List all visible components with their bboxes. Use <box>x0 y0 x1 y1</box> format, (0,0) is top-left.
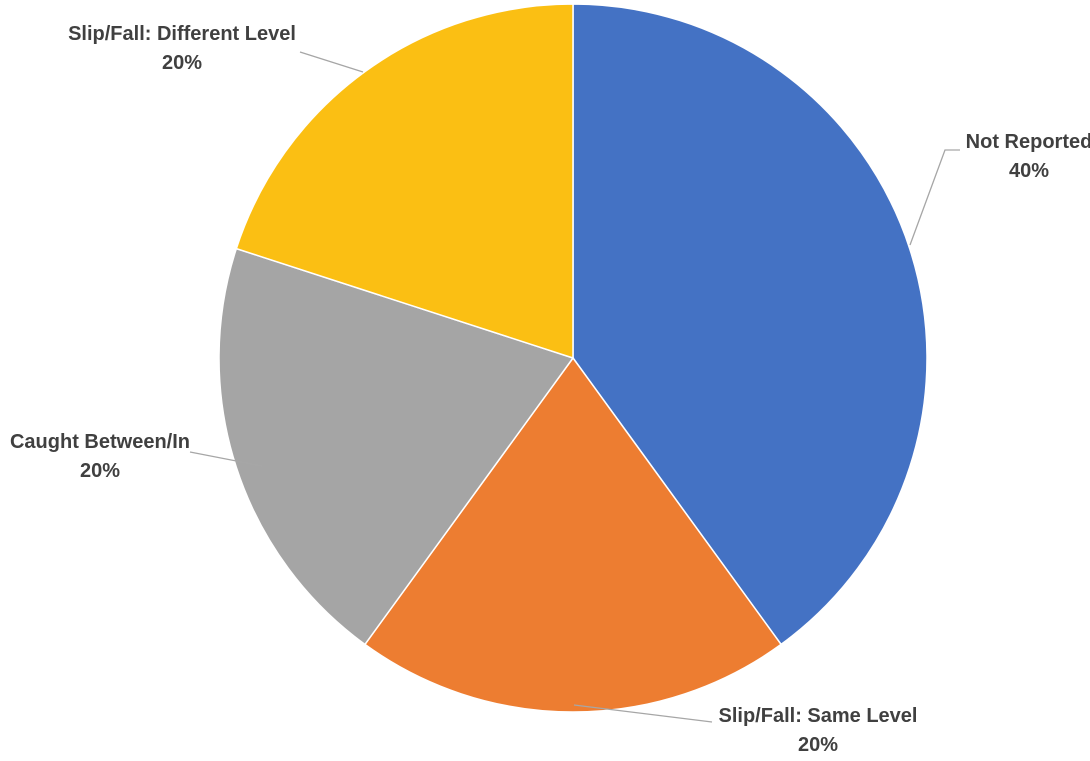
data-label-name-slip-fall-different-level: Slip/Fall: Different Level <box>68 23 296 45</box>
data-label-name-caught-between-in: Caught Between/In <box>10 431 190 453</box>
data-label-percent-caught-between-in: 20% <box>80 460 120 482</box>
data-label-name-slip-fall-same-level: Slip/Fall: Same Level <box>719 705 918 727</box>
leader-line-not-reported <box>909 149 960 246</box>
data-label-percent-slip-fall-same-level: 20% <box>798 734 838 756</box>
leader-line-slip-fall-different-level <box>299 51 364 73</box>
pie-slice-caught-between-in <box>218 247 575 646</box>
pie-slice-slip-fall-different-level <box>235 3 574 360</box>
pie-slice-not-reported <box>572 3 928 646</box>
leader-line-slip-fall-same-level <box>573 704 713 723</box>
leader-line-caught-between-in <box>189 451 263 467</box>
data-label-percent-not-reported: 40% <box>1009 160 1049 182</box>
data-label-name-not-reported: Not Reported <box>966 131 1090 153</box>
pie-slice-slip-fall-same-level <box>363 356 783 713</box>
data-label-percent-slip-fall-different-level: 20% <box>162 52 202 74</box>
